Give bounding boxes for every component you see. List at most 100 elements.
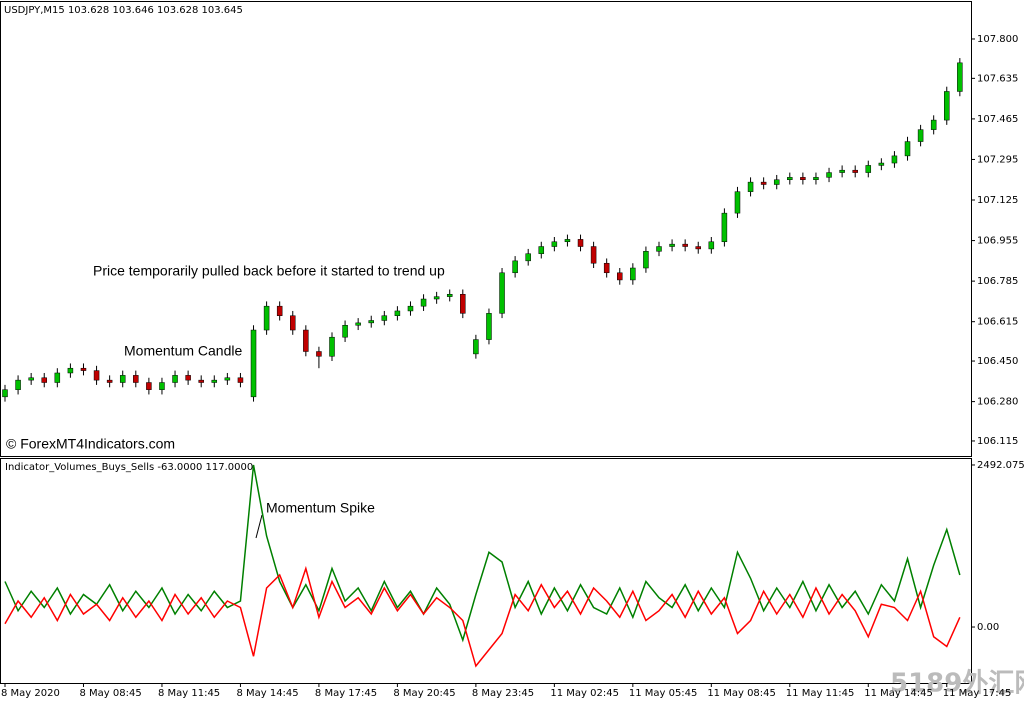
candle-body	[407, 305, 414, 312]
x-tick-label: 8 May 11:45	[158, 688, 220, 699]
candle-body	[577, 239, 584, 247]
candle-body	[617, 272, 623, 281]
candle-body	[564, 239, 571, 243]
annotation-arrow	[255, 514, 263, 539]
candle-body	[538, 246, 545, 254]
candle-body	[41, 377, 47, 383]
candle-body	[721, 212, 728, 243]
price-panel	[0, 1, 972, 457]
candle-body	[198, 379, 204, 383]
y-tick-label: 106.615	[977, 317, 1018, 328]
x-tick-label: 8 May 17:45	[315, 688, 377, 699]
candle-body	[486, 313, 492, 340]
candle-body	[185, 375, 191, 381]
candle-body	[394, 310, 401, 316]
candle-body	[80, 367, 87, 371]
y-tick-label: 106.955	[977, 236, 1018, 247]
candle-body	[917, 129, 924, 142]
x-tick-label: 8 May 2020	[1, 688, 60, 699]
candle-body	[878, 162, 885, 166]
y-tick-label: 107.635	[977, 73, 1018, 84]
candle-body	[316, 351, 322, 357]
candle-body	[800, 177, 806, 180]
candle-body	[643, 251, 649, 269]
candle-body	[67, 367, 74, 374]
x-tick-label: 8 May 20:45	[393, 688, 455, 699]
y-tick-label: 107.465	[977, 114, 1018, 125]
indicator-line	[4, 565, 961, 668]
candle-body	[904, 141, 911, 157]
candle-body	[499, 272, 505, 314]
candle-body	[760, 181, 767, 185]
y-tick-label: 107.295	[977, 154, 1018, 165]
candle-body	[93, 370, 100, 381]
candle-body	[826, 172, 832, 178]
y-tick-label: 0.00	[977, 622, 999, 633]
candle-body	[250, 329, 257, 398]
copyright: © ForexMT4Indicators.com	[6, 436, 175, 452]
candle-body	[342, 325, 348, 338]
x-tick-label: 11 May 02:45	[550, 688, 619, 699]
y-tick-label: 106.115	[977, 436, 1018, 447]
y-tick-label: 106.785	[977, 276, 1018, 287]
candle-body	[15, 379, 21, 390]
candle-body	[159, 382, 165, 390]
candle-body	[303, 329, 309, 352]
y-tick-label: 106.450	[977, 356, 1018, 367]
candle-body	[381, 315, 388, 321]
candle-body	[146, 382, 152, 390]
candle-body	[473, 339, 479, 355]
candle-body	[630, 267, 636, 281]
candle-body	[106, 379, 113, 383]
x-tick-label: 8 May 14:45	[236, 688, 298, 699]
candle-body	[172, 375, 178, 383]
candle-body	[2, 389, 8, 398]
price-header: USDJPY,M15 103.628 103.646 103.628 103.6…	[4, 5, 243, 16]
annotation: Momentum Candle	[124, 343, 242, 359]
candle-body	[708, 241, 715, 250]
annotation: Momentum Spike	[266, 500, 375, 516]
candle-body	[276, 305, 283, 316]
x-tick-label: 11 May 05:45	[629, 688, 698, 699]
watermark: 5189外汇网	[890, 669, 1024, 699]
candle-body	[119, 375, 126, 383]
candle-body	[813, 177, 819, 180]
candle-body	[590, 246, 597, 264]
candle-body	[224, 377, 231, 381]
candle-body	[773, 179, 780, 185]
candle-body	[930, 119, 937, 130]
candle-body	[133, 375, 139, 383]
x-tick-label: 11 May 08:45	[707, 688, 776, 699]
candle-body	[747, 181, 754, 192]
candle-body	[944, 91, 950, 121]
y-tick-label: 2492.075	[977, 460, 1024, 471]
candle-body	[787, 177, 793, 180]
indicator-line	[4, 464, 961, 643]
candle-body	[54, 372, 61, 383]
y-tick-label: 107.800	[977, 34, 1018, 45]
x-tick-label: 8 May 08:45	[79, 688, 141, 699]
candle-body	[852, 169, 858, 173]
candle-body	[329, 336, 335, 357]
candle-body	[263, 305, 270, 331]
candle-body	[682, 243, 688, 247]
x-tick-label: 11 May 14:45	[864, 688, 933, 699]
candle-body	[290, 315, 296, 331]
indicator-header: Indicator_Volumes_Buys_Sells -63.0000 11…	[5, 462, 253, 473]
candle-body	[355, 322, 361, 326]
x-tick-label: 8 May 23:45	[472, 688, 534, 699]
candle-body	[460, 293, 466, 314]
y-tick-label: 107.125	[977, 195, 1018, 206]
candle-body	[28, 377, 34, 381]
candle-body	[865, 165, 872, 173]
candle-body	[957, 62, 963, 92]
y-tick-label: 106.280	[977, 397, 1018, 408]
candle-body	[211, 379, 218, 383]
candle-body	[839, 169, 845, 173]
annotation: Price temporarily pulled back before it …	[93, 263, 445, 279]
candle-body	[525, 253, 531, 262]
candle-body	[433, 296, 440, 300]
candle-body	[891, 155, 898, 164]
candle-body	[368, 320, 374, 324]
